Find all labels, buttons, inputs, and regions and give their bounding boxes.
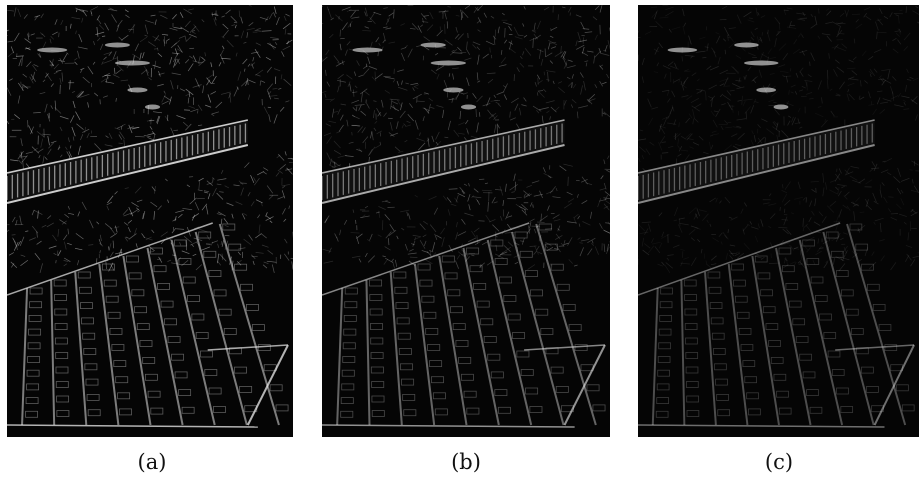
highlight [37,48,67,53]
highlight [774,105,789,110]
image-panel [315,5,614,437]
texture [609,242,614,245]
highlight [668,48,698,53]
highlight [127,88,147,93]
highlight [461,105,476,110]
highlight [115,61,150,66]
image-panel [633,5,920,437]
highlight [145,105,160,110]
image-background [7,5,293,437]
image-background [638,5,919,437]
texture [610,7,612,13]
texture [0,31,8,35]
texture [197,110,198,113]
highlight [105,43,130,48]
image-background [322,5,610,437]
page: (a) (b) (c) (() => { const data = JSON.p… [0,0,920,487]
texture [239,11,240,17]
highlight [443,88,463,93]
caption: (b) [451,450,481,474]
highlight [756,88,776,93]
highlight [734,43,759,48]
caption: (a) [138,450,167,474]
highlight [421,43,446,48]
highlight [744,61,779,66]
caption: (c) [765,450,793,474]
texture [320,59,322,65]
highlight [352,48,382,53]
highlight [431,61,466,66]
figure: (a) (b) (c) [0,0,920,487]
image-panel [0,5,298,437]
texture [0,35,7,38]
